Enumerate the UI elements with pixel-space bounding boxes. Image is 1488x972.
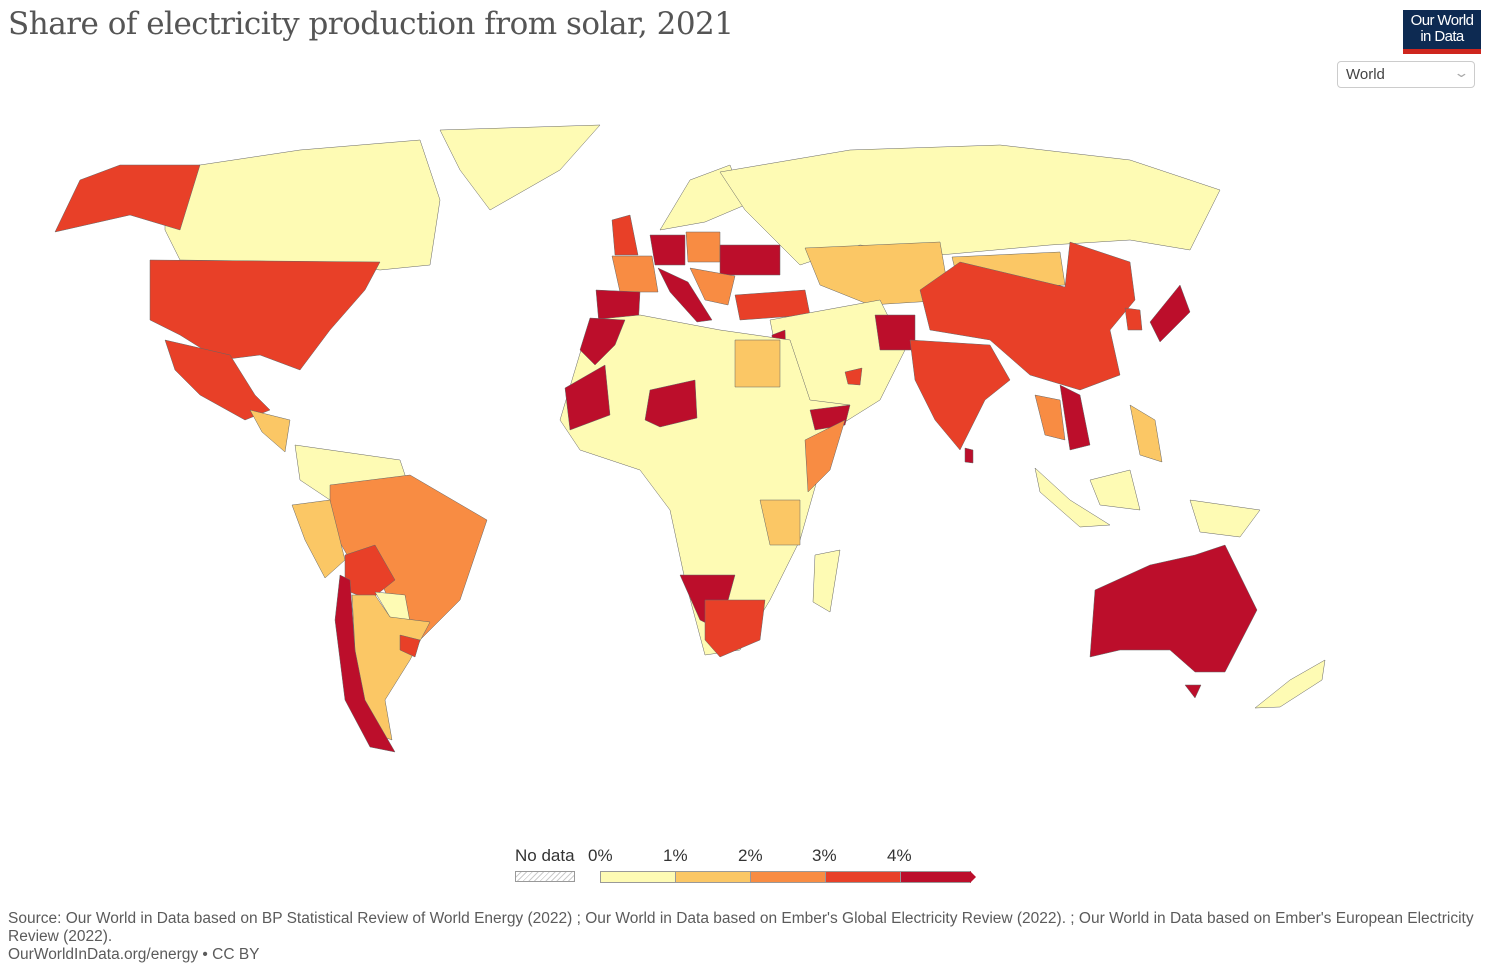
country-ukraine-romania[interactable] bbox=[719, 244, 781, 276]
legend-bin-0[interactable] bbox=[600, 871, 676, 883]
country-philippines[interactable] bbox=[1129, 404, 1163, 463]
logo-line-1: Our World bbox=[1410, 12, 1474, 29]
country-thailand[interactable] bbox=[1034, 394, 1066, 441]
chart-title: Share of electricity production from sol… bbox=[8, 6, 734, 42]
legend-tick-4: 4% bbox=[887, 846, 912, 865]
country-madagascar[interactable] bbox=[812, 549, 841, 613]
country-alaska[interactable] bbox=[54, 164, 201, 233]
footer: Source: Our World in Data based on BP St… bbox=[8, 910, 1478, 964]
map-legend: No data 0% 1% 2% 3% 4% bbox=[500, 845, 990, 890]
country-italy[interactable] bbox=[657, 267, 713, 323]
country-china[interactable] bbox=[919, 241, 1136, 391]
country-peru[interactable] bbox=[291, 499, 346, 579]
country-somalia-kenya[interactable] bbox=[804, 419, 846, 493]
legend-no-data-label: No data bbox=[515, 846, 575, 865]
legend-tick-2: 2% bbox=[738, 846, 763, 865]
country-central-america[interactable] bbox=[249, 409, 291, 453]
country-india[interactable] bbox=[909, 339, 1011, 451]
country-russia[interactable] bbox=[719, 144, 1221, 266]
legend-bin-3[interactable] bbox=[825, 871, 901, 883]
country-niger[interactable] bbox=[644, 379, 698, 428]
country-balkans[interactable] bbox=[689, 267, 736, 306]
source-note: Source: Our World in Data based on BP St… bbox=[8, 910, 1474, 945]
country-south-africa[interactable] bbox=[704, 599, 766, 658]
country-new-zealand[interactable] bbox=[1254, 659, 1326, 709]
region-select-value: World bbox=[1346, 66, 1385, 83]
country-chile[interactable] bbox=[334, 574, 396, 753]
country-sri-lanka[interactable] bbox=[964, 447, 974, 464]
legend-no-data-swatch bbox=[515, 871, 575, 882]
world-map bbox=[54, 124, 1326, 753]
legend-open-end-arrow bbox=[970, 871, 976, 883]
country-egypt[interactable] bbox=[734, 339, 781, 388]
country-uk[interactable] bbox=[611, 214, 639, 256]
logo-line-2: in Data bbox=[1420, 28, 1464, 45]
legend-tick-0: 0% bbox=[588, 846, 613, 865]
country-usa[interactable] bbox=[149, 259, 381, 371]
country-australia[interactable] bbox=[1089, 544, 1258, 699]
legend-bin-4[interactable] bbox=[900, 871, 971, 883]
country-morocco[interactable] bbox=[579, 317, 626, 366]
country-japan[interactable] bbox=[1149, 284, 1191, 343]
legend-tick-1: 1% bbox=[663, 846, 688, 865]
owid-logo[interactable]: Our World in Data bbox=[1403, 10, 1481, 54]
country-france[interactable] bbox=[611, 255, 659, 293]
chevron-down-icon: ⌄ bbox=[1453, 65, 1470, 80]
region-select[interactable]: World ⌄ bbox=[1337, 61, 1475, 88]
country-canada[interactable] bbox=[164, 139, 441, 271]
country-uae[interactable] bbox=[844, 367, 863, 386]
url-license[interactable]: OurWorldInData.org/energy • CC BY bbox=[8, 946, 260, 963]
legend-bin-2[interactable] bbox=[750, 871, 826, 883]
country-poland[interactable] bbox=[685, 231, 721, 263]
country-mauritania[interactable] bbox=[564, 364, 611, 431]
country-kazakhstan[interactable] bbox=[804, 241, 951, 306]
legend-bin-1[interactable] bbox=[675, 871, 751, 883]
country-uruguay[interactable] bbox=[399, 634, 421, 658]
country-korea[interactable] bbox=[1124, 307, 1143, 331]
legend-tick-3: 3% bbox=[812, 846, 837, 865]
country-germany[interactable] bbox=[649, 234, 686, 266]
country-greenland[interactable] bbox=[439, 124, 601, 211]
country-vietnam[interactable] bbox=[1059, 384, 1091, 451]
country-tanzania[interactable] bbox=[759, 499, 801, 546]
country-indonesia[interactable] bbox=[1034, 467, 1261, 538]
country-afghanistan[interactable] bbox=[874, 314, 916, 351]
